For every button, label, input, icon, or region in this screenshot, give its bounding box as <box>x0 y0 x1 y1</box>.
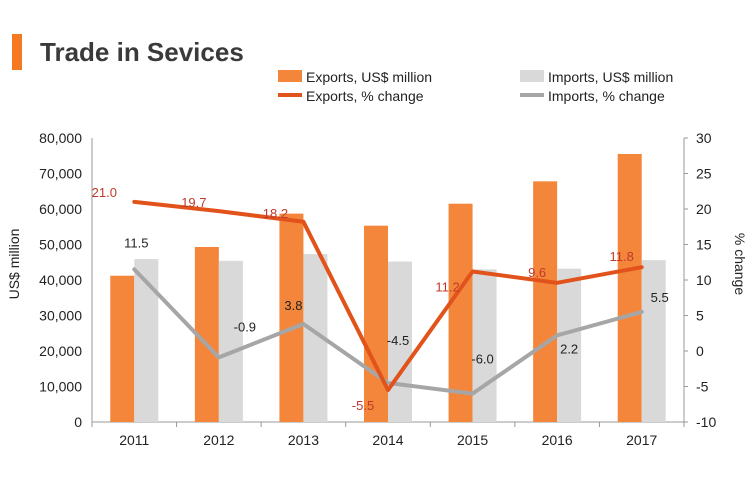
y-tick-left: 10,000 <box>39 379 82 395</box>
bar-imports <box>388 261 412 422</box>
title-accent-bar <box>12 34 22 70</box>
data-label-imports-change: 5.5 <box>651 290 669 305</box>
y-tick-right: 5 <box>696 308 704 324</box>
data-label-exports-change: 19.7 <box>181 195 206 210</box>
bar-imports <box>134 259 159 422</box>
data-label-imports-change: 11.5 <box>124 235 148 250</box>
line-exports-change-point <box>471 269 475 273</box>
data-label-exports-change: 18.2 <box>263 206 288 221</box>
legend-swatch-exports-bar <box>278 70 302 82</box>
y-tick-right: -5 <box>696 379 709 395</box>
data-label-exports-change: 11.8 <box>610 249 634 264</box>
y-tick-right: 15 <box>696 237 712 253</box>
y-tick-right: 20 <box>696 201 712 217</box>
line-imports-change-point <box>471 392 475 396</box>
bar-exports <box>364 225 388 422</box>
y-axis-title-right: % change <box>732 233 748 295</box>
bar-imports <box>472 269 497 422</box>
y-tick-left: 40,000 <box>39 272 82 288</box>
y-tick-right: -10 <box>696 414 716 430</box>
line-imports-change-point <box>640 310 644 314</box>
chart-title: Trade in Sevices <box>40 37 244 67</box>
data-label-imports-change: 3.8 <box>284 298 302 313</box>
bar-imports <box>218 260 243 422</box>
x-tick-label: 2014 <box>372 432 403 448</box>
y-axis-title-left: US$ million <box>6 229 22 300</box>
data-label-imports-change: -0.9 <box>234 319 256 334</box>
y-tick-right: 10 <box>696 272 712 288</box>
line-imports-change-point <box>555 333 559 337</box>
line-exports-change-point <box>217 209 221 213</box>
line-exports-change-point <box>132 200 136 204</box>
line-imports-change-point <box>132 267 136 271</box>
y-tick-right: 0 <box>696 343 704 359</box>
y-tick-left: 30,000 <box>39 308 82 324</box>
y-tick-left: 80,000 <box>39 130 82 146</box>
y-tick-right: 30 <box>696 130 712 146</box>
line-exports-change-point <box>555 281 559 285</box>
legend-swatch-imports-bar <box>520 70 544 82</box>
data-label-imports-change: 2.2 <box>560 341 578 356</box>
bar-exports <box>279 213 304 422</box>
y-tick-left: 0 <box>74 414 82 430</box>
x-tick-label: 2013 <box>288 432 319 448</box>
x-tick-label: 2011 <box>119 432 149 448</box>
line-imports-change-point <box>386 381 390 385</box>
bar-imports <box>557 268 582 422</box>
plot-area: 0 10,000 20,000 30,000 40,000 50,000 60,000 70,… <box>39 130 716 448</box>
line-exports-change-point <box>301 220 305 224</box>
x-tick-label: 2016 <box>542 432 573 448</box>
data-label-exports-change: 11.2 <box>435 279 459 294</box>
data-label-imports-change: -6.0 <box>471 352 493 367</box>
line-exports-change-point <box>640 265 644 269</box>
data-label-exports-change: 21.0 <box>92 185 117 200</box>
legend-label-exports-bar: Exports, US$ million <box>306 69 432 85</box>
legend-label-exports-line: Exports, % change <box>306 88 424 104</box>
y-tick-left: 70,000 <box>39 166 82 182</box>
bar-imports <box>641 260 666 422</box>
line-exports-change-point <box>386 388 390 392</box>
line-imports-change-point <box>217 355 221 359</box>
legend-label-imports-bar: Imports, US$ million <box>548 69 673 85</box>
legend: Exports, US$ million Imports, US$ millio… <box>278 69 673 104</box>
y-tick-left: 20,000 <box>39 343 82 359</box>
line-imports-change-point <box>301 322 305 326</box>
data-label-imports-change: -4.5 <box>387 333 409 348</box>
bar-exports <box>448 203 473 422</box>
data-label-exports-change: -5.5 <box>352 398 374 413</box>
y-tick-left: 60,000 <box>39 201 82 217</box>
bar-exports <box>110 275 135 422</box>
y-tick-left: 50,000 <box>39 237 82 253</box>
legend-label-imports-line: Imports, % change <box>548 88 665 104</box>
x-tick-label: 2015 <box>457 432 488 448</box>
data-label-exports-change: 9.6 <box>528 265 546 280</box>
y-tick-right: 25 <box>696 166 712 182</box>
x-tick-label: 2012 <box>203 432 234 448</box>
x-tick-label: 2017 <box>626 432 657 448</box>
bar-exports <box>617 153 642 422</box>
bar-exports <box>533 181 558 422</box>
